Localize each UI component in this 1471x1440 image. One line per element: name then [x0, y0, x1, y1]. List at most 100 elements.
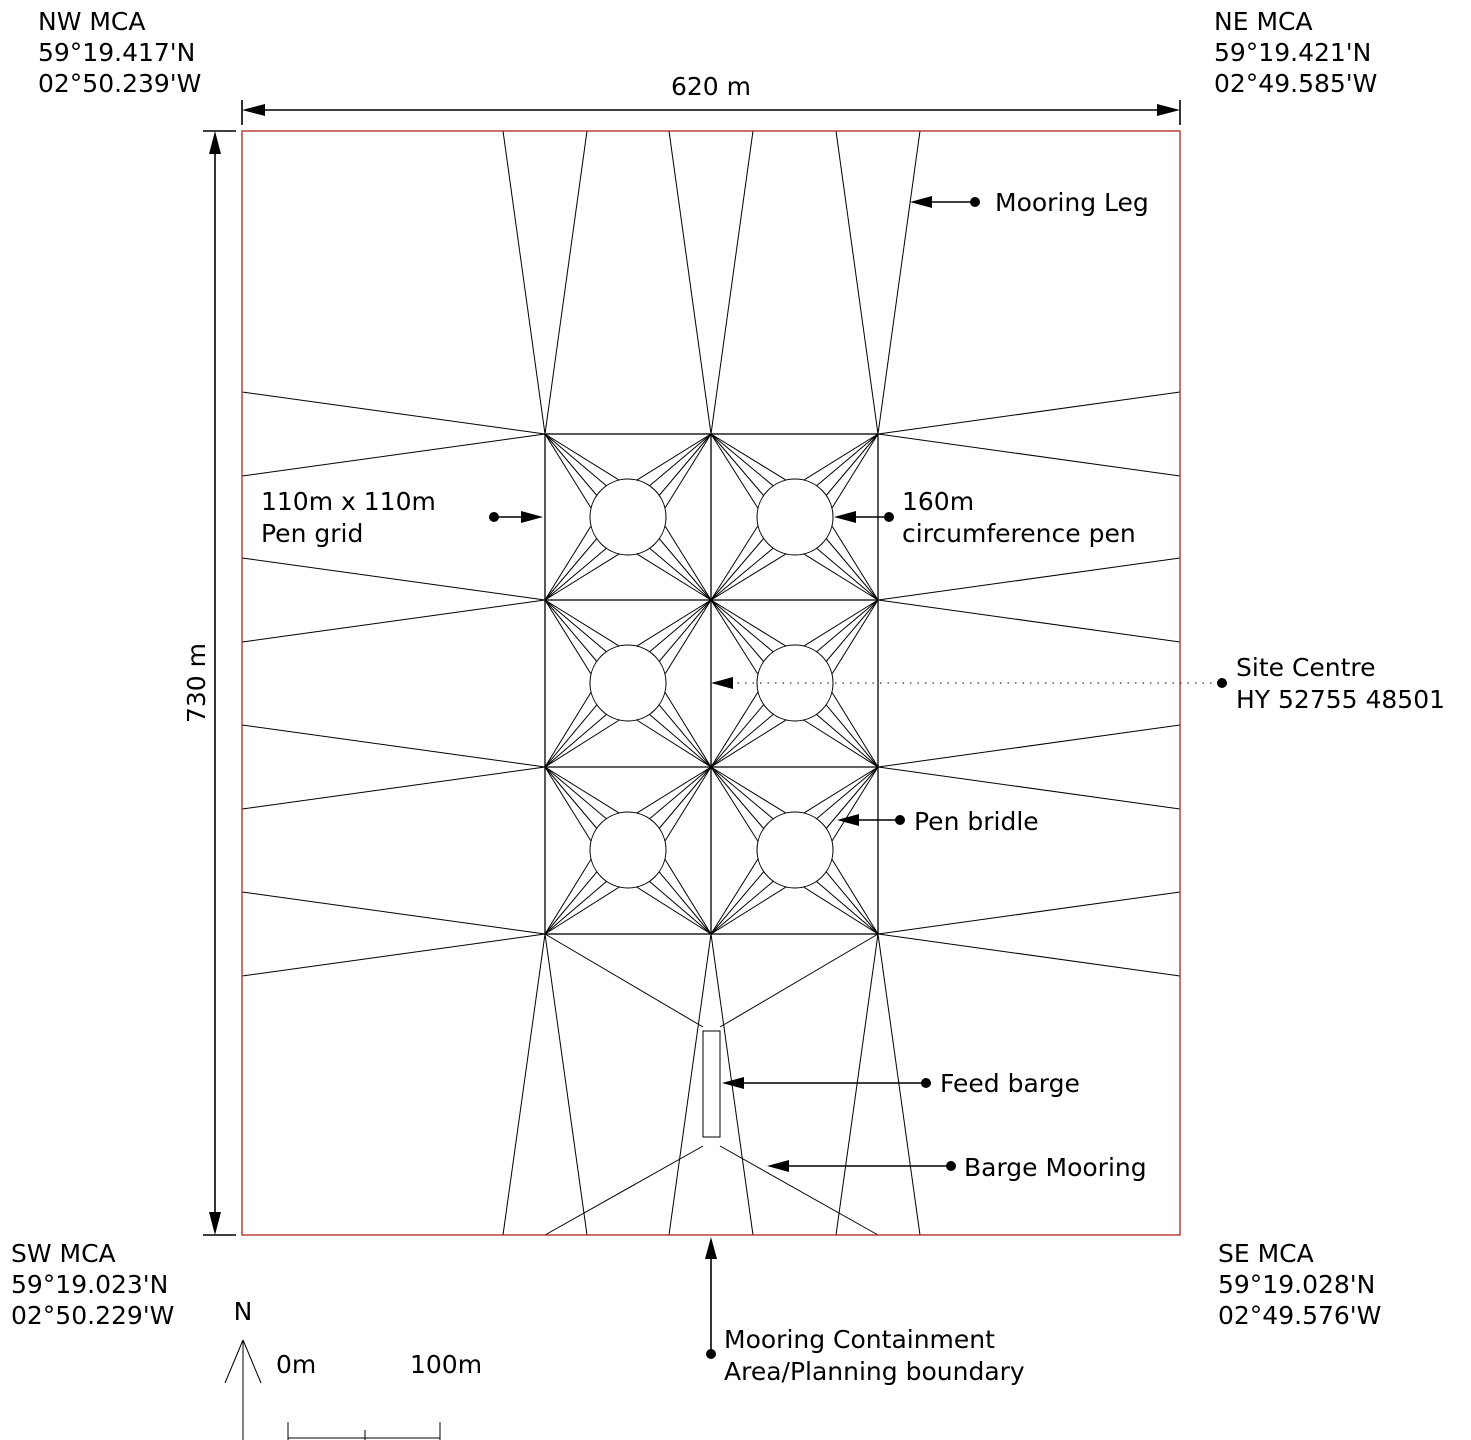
bridle-line: [544, 547, 607, 601]
bridle-line: [544, 433, 620, 481]
bridle-line: [658, 704, 712, 768]
bridle-line: [816, 599, 879, 653]
sw-lat: 59°19.023'N: [11, 1270, 168, 1299]
bridle-line: [710, 547, 774, 601]
mooring-leg: [502, 130, 546, 435]
bridle-line: [710, 433, 787, 481]
bridle-line: [544, 599, 607, 653]
fish-pen: [756, 478, 834, 556]
site-centre-label-2: HY 52755 48501: [1236, 685, 1445, 714]
bridle-line: [649, 880, 712, 935]
bridle-line: [825, 538, 879, 601]
bridle-line: [825, 599, 879, 662]
bridle-line: [636, 599, 712, 647]
bridle-line: [544, 880, 607, 935]
mooring-leg: [241, 391, 546, 435]
callout-feed-barge: Feed barge: [722, 1069, 1080, 1098]
bridle-line: [544, 766, 620, 814]
callout-pen-grid: 110m x 110m Pen grid: [261, 487, 543, 548]
bridle-line: [803, 599, 879, 647]
nw-lon: 02°50.239'W: [38, 69, 201, 98]
bridle-line: [831, 766, 879, 842]
scale-end-label: 100m: [410, 1350, 482, 1379]
mooring-leg: [877, 766, 1181, 810]
bridle-line: [710, 766, 774, 820]
bridle-line: [649, 713, 712, 768]
bridle-line: [831, 858, 879, 935]
mca-label-1: Mooring Containment: [724, 1325, 995, 1354]
bridle-line: [649, 433, 712, 487]
bridle-line: [710, 766, 759, 842]
barge-mooring-line: [719, 1145, 879, 1236]
bridle-line: [831, 525, 879, 601]
mooring-leg: [241, 599, 546, 643]
bridle-line: [544, 886, 620, 935]
fish-pen: [589, 478, 667, 556]
height-dimension: 730 m: [182, 130, 236, 1236]
north-arrow-head-right: [242, 1339, 262, 1384]
bridle-line: [803, 433, 879, 481]
pen-grid-label-2: Pen grid: [261, 519, 363, 548]
height-label: 730 m: [182, 643, 211, 723]
mooring-leg: [835, 130, 879, 435]
fish-pen: [589, 811, 667, 889]
callout-pen-circumference: 160m circumference pen: [834, 487, 1136, 548]
nw-lat: 59°19.417'N: [38, 38, 195, 67]
bridle-line: [825, 433, 879, 496]
bridle-line: [710, 766, 787, 814]
sw-name: SW MCA: [11, 1239, 116, 1268]
mooring-leg: [544, 933, 588, 1236]
bridle-line: [710, 704, 765, 768]
callout-site-centre: Site Centre HY 52755 48501: [711, 653, 1445, 714]
bridle-line: [710, 871, 765, 935]
bridle-line: [649, 547, 712, 601]
site-centre-label-1: Site Centre: [1236, 653, 1376, 682]
corner-sw: SW MCA 59°19.023'N 02°50.229'W: [11, 1239, 174, 1330]
ne-name: NE MCA: [1214, 7, 1313, 36]
bridle-line: [710, 880, 774, 935]
ne-lat: 59°19.421'N: [1214, 38, 1371, 67]
fish-pen: [756, 811, 834, 889]
bridle-line: [636, 433, 712, 481]
bridle-line: [710, 719, 787, 768]
callout-pen-bridle: Pen bridle: [837, 807, 1039, 836]
width-label: 620 m: [671, 72, 751, 101]
bridle-line: [636, 719, 712, 768]
bridle-line: [664, 858, 712, 935]
mooring-leg: [668, 933, 712, 1236]
pen-circ-label-2: circumference pen: [902, 519, 1136, 548]
bridle-line: [658, 538, 712, 601]
bridle-line: [544, 766, 598, 829]
bridle-line: [825, 871, 879, 935]
bridle-line: [664, 525, 712, 601]
bridle-line: [825, 766, 879, 829]
bridle-line: [544, 713, 607, 768]
bridle-line: [544, 525, 592, 601]
bridle-line: [544, 553, 620, 601]
mooring-leg: [668, 130, 712, 435]
mooring-leg: [877, 130, 921, 435]
sw-lon: 02°50.229'W: [11, 1301, 174, 1330]
mooring-leg: [877, 391, 1181, 435]
barge-mooring-line: [544, 1145, 704, 1236]
mooring-leg: [835, 933, 879, 1236]
bridle-line: [544, 599, 598, 662]
mooring-leg: [877, 599, 1181, 643]
barge-mooring-label: Barge Mooring: [964, 1153, 1147, 1182]
mooring-leg: [877, 891, 1181, 935]
bridle-line: [544, 704, 598, 768]
mooring-leg: [877, 433, 1181, 477]
barge-line: [719, 933, 879, 1028]
pen-circ-label-1: 160m: [902, 487, 974, 516]
bridle-line: [816, 713, 879, 768]
bridle-line: [544, 691, 592, 768]
bridle-line: [803, 719, 879, 768]
mooring-legs: [241, 130, 1181, 1236]
width-dimension: 620 m: [241, 72, 1181, 125]
bridle-line: [544, 538, 598, 601]
bridle-line: [831, 691, 879, 768]
bridle-line: [710, 713, 774, 768]
bridle-line: [710, 766, 765, 829]
bridle-line: [710, 599, 765, 662]
bridle-line: [710, 553, 787, 601]
